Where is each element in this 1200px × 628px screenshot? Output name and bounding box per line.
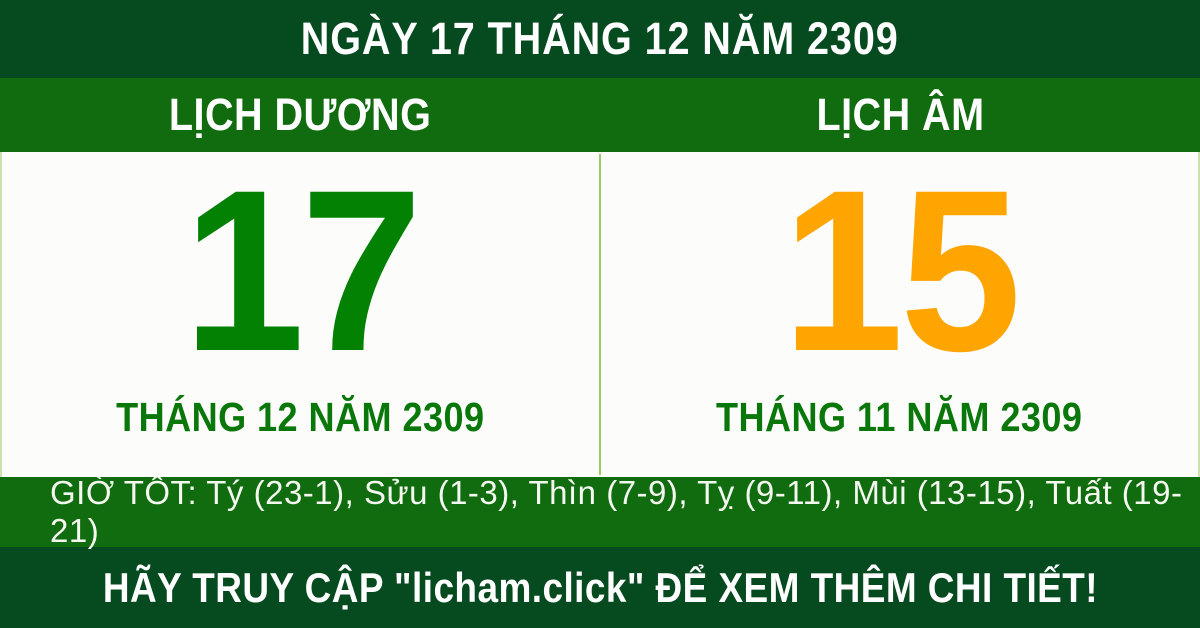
solar-calendar-column: 17 THÁNG 12 NĂM 2309: [2, 152, 599, 477]
lunar-day-number-text: 15: [781, 142, 1021, 399]
solar-day-number-text: 17: [182, 142, 422, 399]
lunar-calendar-header: LỊCH ÂM: [600, 78, 1200, 152]
solar-month-year: THÁNG 12 NĂM 2309: [2, 394, 599, 441]
good-hours-text: GIỜ TỐT: Tý (23-1), Sửu (1-3), Thìn (7-9…: [50, 474, 1183, 549]
lunar-calendar-header-text: LỊCH ÂM: [815, 89, 985, 140]
lunar-calendar-column: 15 THÁNG 11 NĂM 2309: [601, 152, 1198, 477]
full-date-title: NGÀY 17 THÁNG 12 NĂM 2309: [260, 13, 939, 65]
footer-band: HÃY TRUY CẬP "licham.click" ĐỂ XEM THÊM …: [0, 547, 1200, 628]
solar-calendar-header-text: LỊCH DƯƠNG: [168, 89, 432, 140]
calendar-headers-band: LỊCH DƯƠNG LỊCH ÂM: [0, 78, 1200, 152]
lunar-day-number: 15: [601, 156, 1198, 386]
calendar-panel: 17 THÁNG 12 NĂM 2309 15 THÁNG 11 NĂM 230…: [0, 152, 1200, 477]
lunar-month-year-text: THÁNG 11 NĂM 2309: [716, 394, 1083, 440]
column-divider: [599, 154, 601, 475]
full-date-title-text: NGÀY 17 THÁNG 12 NĂM 2309: [301, 13, 899, 64]
date-header-band: NGÀY 17 THÁNG 12 NĂM 2309: [0, 0, 1200, 78]
footer-call-to-action-text: HÃY TRUY CẬP "licham.click" ĐỂ XEM THÊM …: [102, 563, 1098, 611]
good-hours-band: GIỜ TỐT: Tý (23-1), Sửu (1-3), Thìn (7-9…: [0, 474, 1200, 549]
solar-calendar-header: LỊCH DƯƠNG: [0, 78, 600, 152]
solar-month-year-text: THÁNG 12 NĂM 2309: [116, 394, 485, 440]
solar-day-number: 17: [2, 156, 599, 386]
lunar-month-year: THÁNG 11 NĂM 2309: [601, 394, 1198, 441]
